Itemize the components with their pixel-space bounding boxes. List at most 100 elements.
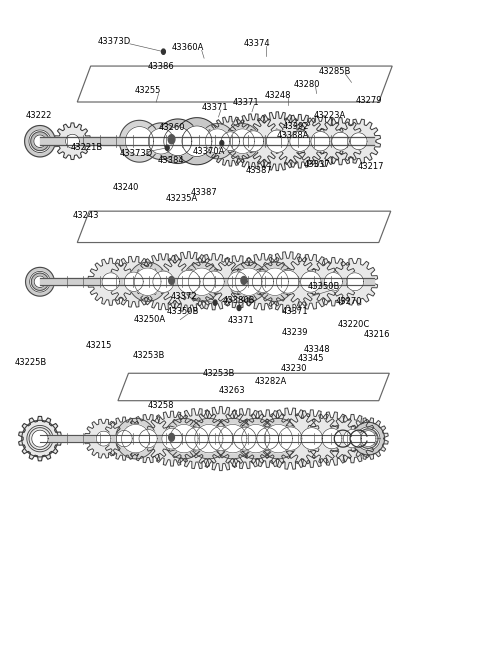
Polygon shape bbox=[186, 427, 208, 450]
Text: 43230: 43230 bbox=[280, 364, 307, 373]
Text: 43387: 43387 bbox=[246, 166, 273, 175]
Circle shape bbox=[168, 135, 175, 144]
Polygon shape bbox=[168, 409, 227, 468]
Polygon shape bbox=[249, 112, 306, 171]
Text: 43248: 43248 bbox=[265, 91, 291, 100]
Text: 43263: 43263 bbox=[218, 386, 245, 396]
Polygon shape bbox=[66, 134, 79, 148]
Polygon shape bbox=[116, 419, 156, 459]
Circle shape bbox=[241, 276, 247, 284]
Polygon shape bbox=[170, 424, 198, 453]
Polygon shape bbox=[318, 118, 363, 165]
Polygon shape bbox=[139, 430, 157, 448]
Polygon shape bbox=[212, 255, 264, 308]
Polygon shape bbox=[310, 257, 357, 306]
Polygon shape bbox=[306, 412, 358, 465]
Polygon shape bbox=[242, 424, 270, 453]
Circle shape bbox=[220, 141, 224, 146]
Polygon shape bbox=[215, 409, 275, 468]
Polygon shape bbox=[332, 132, 349, 150]
Circle shape bbox=[213, 300, 217, 305]
Circle shape bbox=[168, 276, 174, 284]
Text: 43371: 43371 bbox=[228, 316, 255, 326]
Text: 43217: 43217 bbox=[358, 162, 384, 171]
Text: 43220C: 43220C bbox=[338, 320, 370, 329]
Text: 43392: 43392 bbox=[283, 122, 309, 131]
Text: 43282A: 43282A bbox=[255, 377, 287, 386]
Polygon shape bbox=[346, 272, 363, 291]
Polygon shape bbox=[121, 424, 150, 453]
Text: 43387: 43387 bbox=[191, 188, 217, 196]
Text: 43243: 43243 bbox=[72, 210, 99, 219]
Polygon shape bbox=[102, 272, 120, 291]
Polygon shape bbox=[143, 123, 179, 160]
Text: 43370A: 43370A bbox=[192, 147, 225, 155]
Polygon shape bbox=[153, 271, 174, 292]
Circle shape bbox=[168, 434, 174, 441]
Polygon shape bbox=[239, 410, 296, 468]
Polygon shape bbox=[145, 411, 199, 466]
Polygon shape bbox=[33, 431, 47, 446]
Text: 43240: 43240 bbox=[113, 183, 139, 192]
Polygon shape bbox=[203, 271, 224, 292]
Text: 43386: 43386 bbox=[148, 62, 174, 71]
Polygon shape bbox=[258, 419, 299, 459]
Text: 43371: 43371 bbox=[282, 307, 308, 316]
Polygon shape bbox=[40, 436, 374, 442]
Polygon shape bbox=[25, 267, 54, 296]
Polygon shape bbox=[343, 430, 361, 448]
Polygon shape bbox=[164, 419, 204, 459]
Polygon shape bbox=[186, 253, 241, 310]
Polygon shape bbox=[156, 119, 199, 164]
Polygon shape bbox=[260, 408, 321, 469]
Polygon shape bbox=[206, 117, 254, 166]
Polygon shape bbox=[230, 129, 254, 153]
Polygon shape bbox=[360, 431, 376, 447]
Polygon shape bbox=[200, 124, 235, 159]
Polygon shape bbox=[31, 132, 49, 151]
Polygon shape bbox=[324, 272, 342, 291]
Text: 43250A: 43250A bbox=[134, 315, 166, 324]
Text: 43350B: 43350B bbox=[308, 282, 340, 291]
Text: 43239: 43239 bbox=[282, 328, 308, 337]
Text: 43235A: 43235A bbox=[166, 195, 198, 203]
Polygon shape bbox=[219, 424, 247, 453]
Polygon shape bbox=[337, 119, 381, 163]
Polygon shape bbox=[109, 256, 158, 307]
Polygon shape bbox=[243, 131, 264, 152]
Text: 43225B: 43225B bbox=[14, 358, 47, 367]
Text: 43223A: 43223A bbox=[314, 111, 346, 120]
Polygon shape bbox=[88, 258, 133, 305]
Polygon shape bbox=[116, 430, 132, 447]
Polygon shape bbox=[209, 426, 233, 451]
Polygon shape bbox=[103, 417, 145, 460]
Text: 43280: 43280 bbox=[294, 80, 320, 89]
Text: 43258: 43258 bbox=[148, 402, 174, 411]
Polygon shape bbox=[22, 421, 58, 457]
Polygon shape bbox=[30, 271, 50, 292]
Polygon shape bbox=[322, 428, 342, 449]
Polygon shape bbox=[301, 428, 323, 449]
Text: 43372: 43372 bbox=[170, 291, 197, 301]
Polygon shape bbox=[32, 430, 48, 447]
Polygon shape bbox=[162, 428, 182, 449]
Polygon shape bbox=[236, 419, 276, 459]
Polygon shape bbox=[296, 116, 345, 166]
Text: 43384: 43384 bbox=[157, 156, 184, 164]
Polygon shape bbox=[125, 126, 154, 156]
Polygon shape bbox=[227, 114, 280, 168]
Polygon shape bbox=[148, 128, 174, 154]
Text: 43345: 43345 bbox=[298, 354, 324, 364]
Polygon shape bbox=[233, 427, 256, 450]
Polygon shape bbox=[352, 422, 384, 455]
Text: 43350B: 43350B bbox=[167, 307, 199, 316]
Polygon shape bbox=[266, 130, 288, 153]
Polygon shape bbox=[164, 127, 192, 156]
Text: 43373D: 43373D bbox=[120, 149, 153, 158]
Text: 43285B: 43285B bbox=[319, 67, 351, 76]
Text: 43373D: 43373D bbox=[98, 37, 131, 46]
Text: 43388A: 43388A bbox=[276, 132, 309, 140]
Polygon shape bbox=[182, 126, 212, 157]
Polygon shape bbox=[290, 131, 310, 151]
Polygon shape bbox=[84, 419, 122, 458]
